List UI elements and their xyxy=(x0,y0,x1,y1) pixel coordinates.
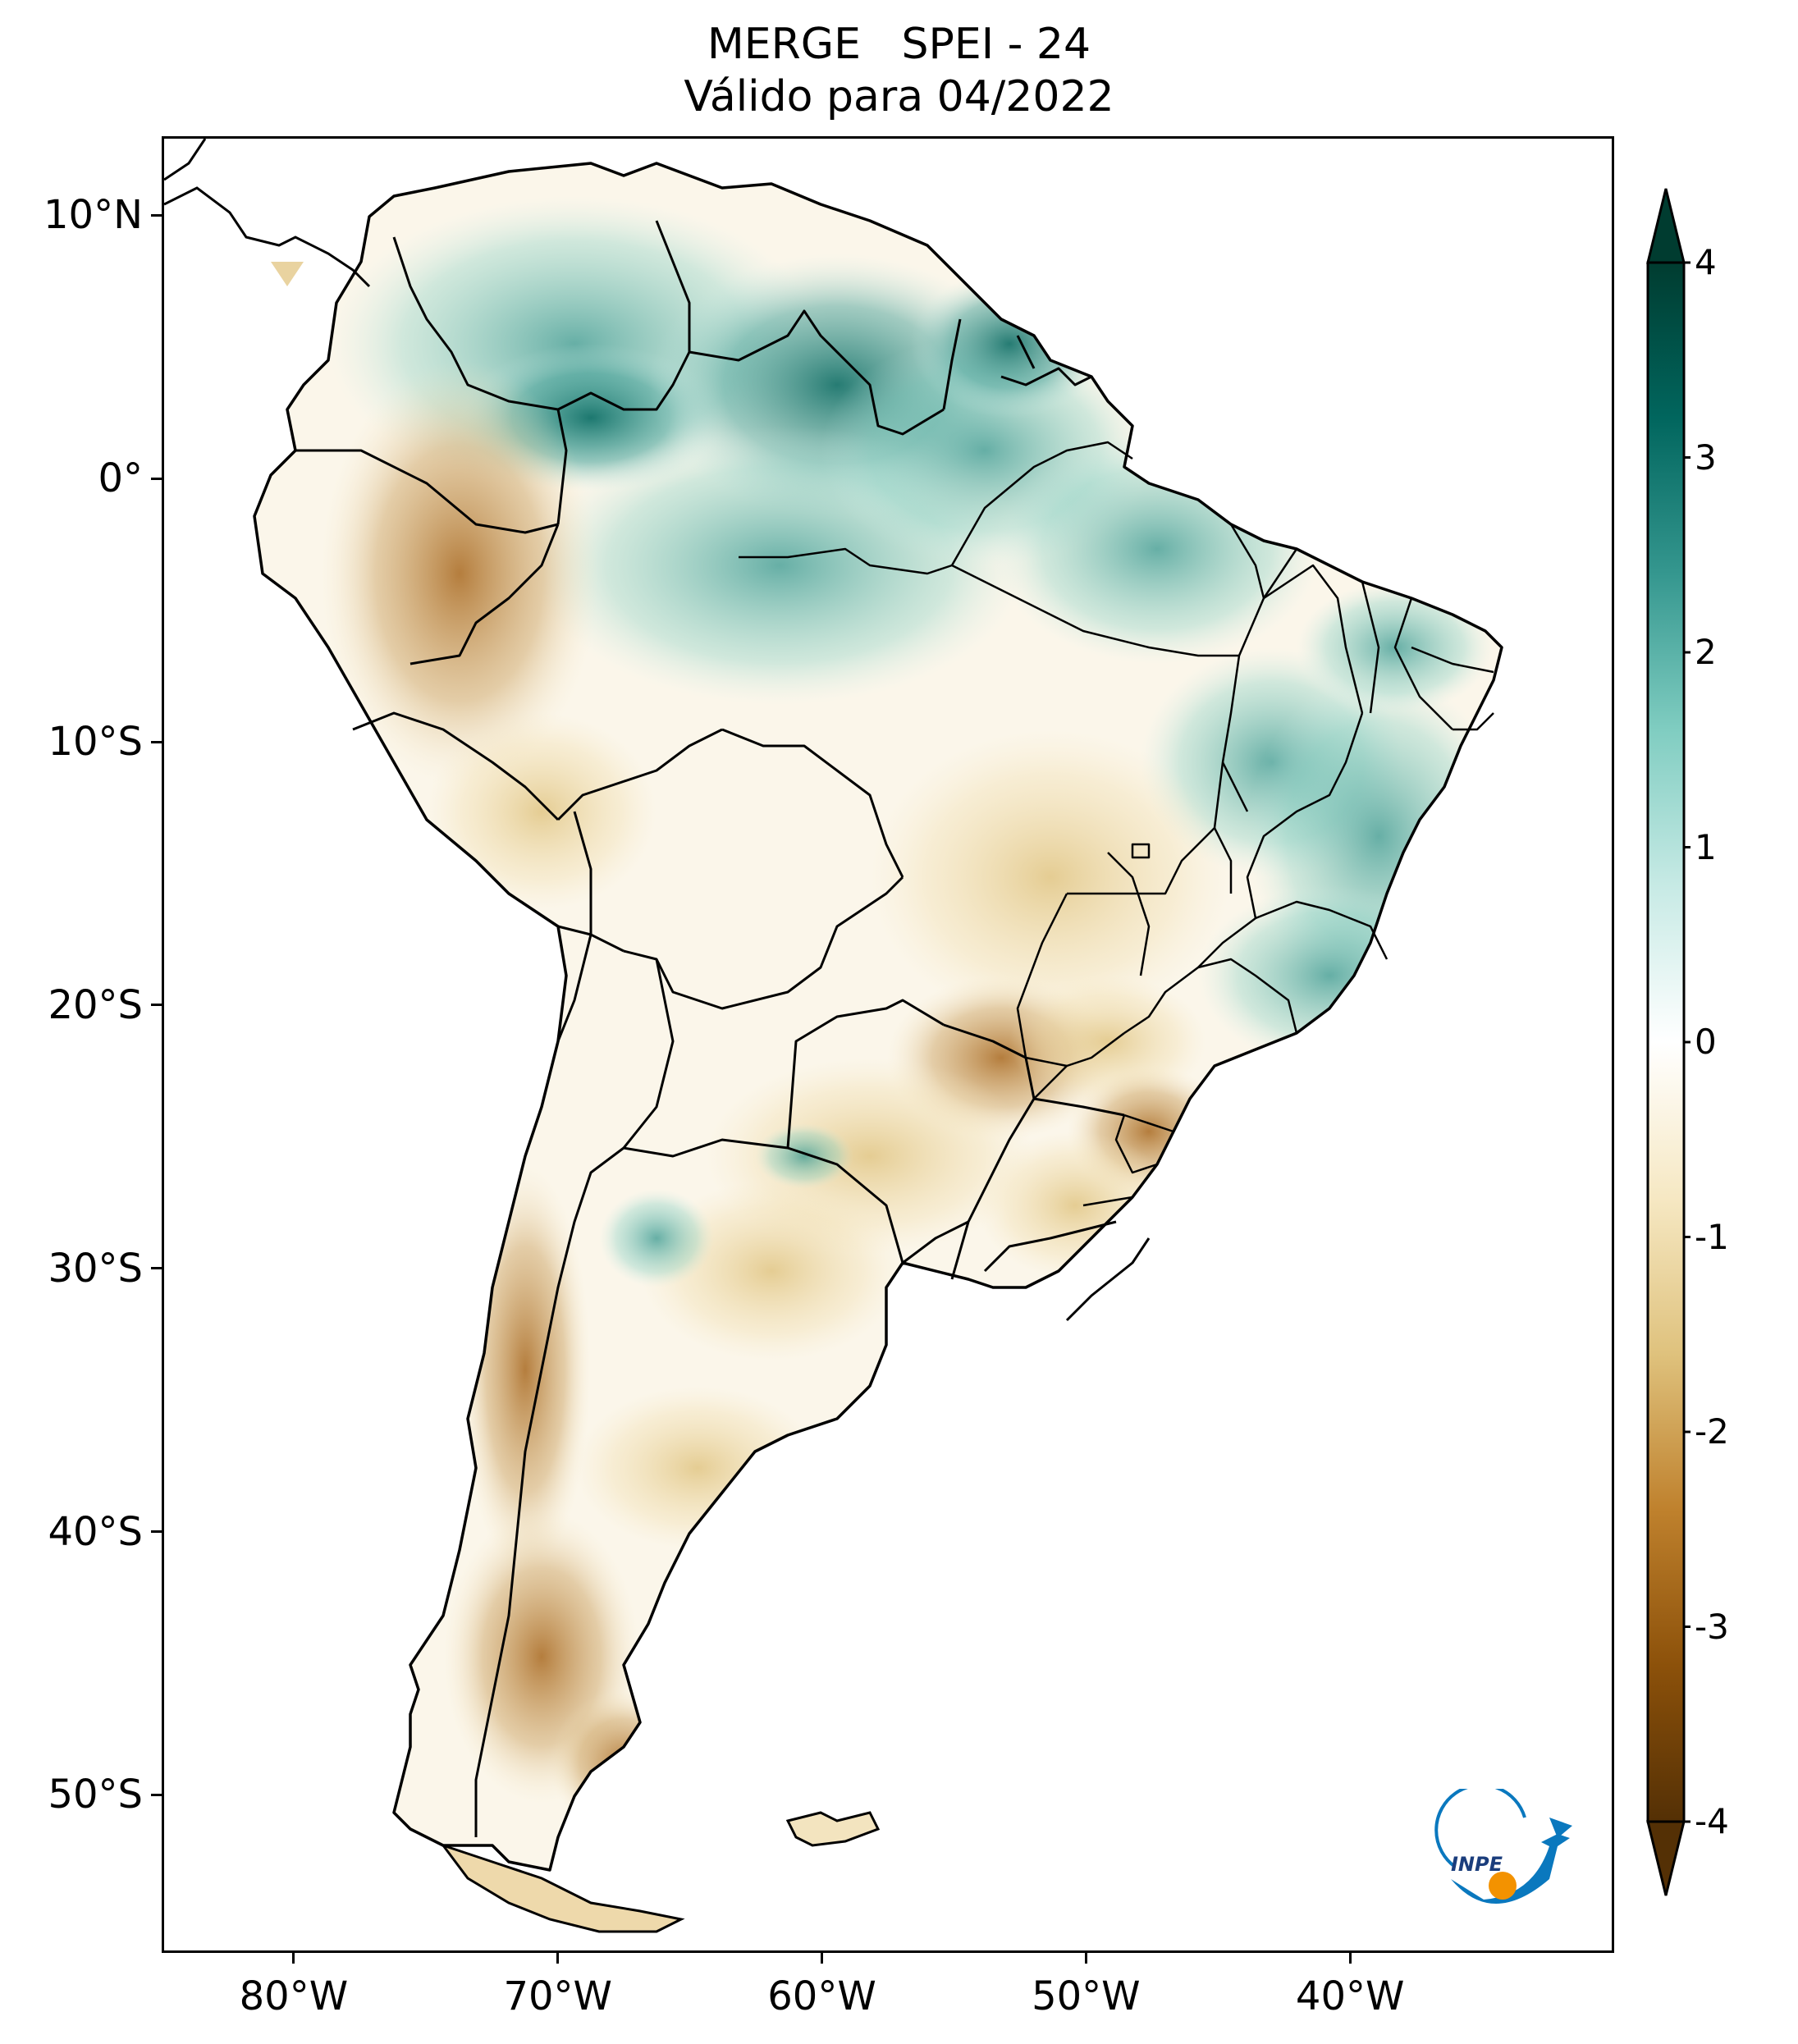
colorbar-tick-label: 0 xyxy=(1695,1022,1717,1062)
y-tick-label: 40°S xyxy=(48,1508,143,1555)
y-tick-mark xyxy=(151,1793,162,1796)
title-line-2: Válido para 04/2022 xyxy=(684,72,1114,121)
y-tick-label: 50°S xyxy=(48,1772,143,1818)
y-tick-mark xyxy=(151,1267,162,1270)
x-tick-label: 80°W xyxy=(239,1973,349,2019)
colorbar-gradient xyxy=(1646,261,1686,1823)
colorbar xyxy=(1646,188,1690,1896)
x-tick-label: 70°W xyxy=(503,1973,612,2019)
south-america-map xyxy=(164,139,1503,1933)
x-tick-label: 40°W xyxy=(1295,1973,1405,2019)
tierra-del-fuego xyxy=(439,1843,685,1933)
y-tick-label: 10°S xyxy=(48,719,143,765)
x-tick-mark xyxy=(821,1953,824,1964)
y-tick-label: 0° xyxy=(98,455,143,502)
colorbar-tick-label: -1 xyxy=(1695,1216,1729,1257)
coastline xyxy=(253,162,1503,1872)
title-line-1: MERGE SPEI - 24 xyxy=(707,20,1091,69)
colorbar-extend-min xyxy=(1646,1820,1686,1896)
x-tick-mark xyxy=(556,1953,560,1964)
falkland-islands xyxy=(785,1811,881,1847)
y-tick-label: 30°S xyxy=(48,1245,143,1292)
x-tick-label: 60°W xyxy=(767,1973,876,2019)
colorbar-tick-label: -4 xyxy=(1695,1801,1729,1841)
colorbar-tick-label: 2 xyxy=(1695,632,1717,672)
x-tick-mark xyxy=(1084,1953,1087,1964)
spei-field xyxy=(320,196,1502,1837)
y-tick-mark xyxy=(151,213,162,217)
inpe-logo-orbit xyxy=(1434,1789,1526,1868)
y-tick-mark xyxy=(151,1004,162,1007)
colorbar-tick-label: 4 xyxy=(1695,242,1717,282)
colorbar-extend-max xyxy=(1646,188,1686,264)
inpe-logo-dot xyxy=(1489,1872,1517,1900)
central-america-land xyxy=(271,262,304,286)
y-tick-label: 20°S xyxy=(48,981,143,1028)
y-tick-label: 10°N xyxy=(43,192,143,239)
x-tick-label: 50°W xyxy=(1032,1973,1141,2019)
colorbar-tick-label: -2 xyxy=(1695,1411,1729,1452)
x-tick-mark xyxy=(292,1953,295,1964)
colorbar-tick-label: 3 xyxy=(1695,437,1717,478)
y-tick-mark xyxy=(151,1530,162,1534)
central-america-coast xyxy=(164,139,371,288)
map-panel xyxy=(162,136,1614,1953)
state-borders xyxy=(739,441,1494,1207)
inpe-logo-arrowhead xyxy=(1549,1818,1572,1838)
inpe-logo-arrow xyxy=(1451,1834,1570,1904)
colorbar-tick-label: -3 xyxy=(1695,1606,1729,1647)
y-tick-mark xyxy=(151,477,162,480)
inpe-logo-text: INPE xyxy=(1451,1853,1503,1876)
inpe-logo-icon: INPE xyxy=(1434,1789,1572,1904)
y-tick-mark xyxy=(151,740,162,743)
x-tick-mark xyxy=(1348,1953,1352,1964)
country-borders xyxy=(295,220,1151,1837)
chart-title: MERGE SPEI - 24 Válido para 04/2022 xyxy=(0,18,1798,123)
colorbar-tick-label: 1 xyxy=(1695,826,1717,867)
